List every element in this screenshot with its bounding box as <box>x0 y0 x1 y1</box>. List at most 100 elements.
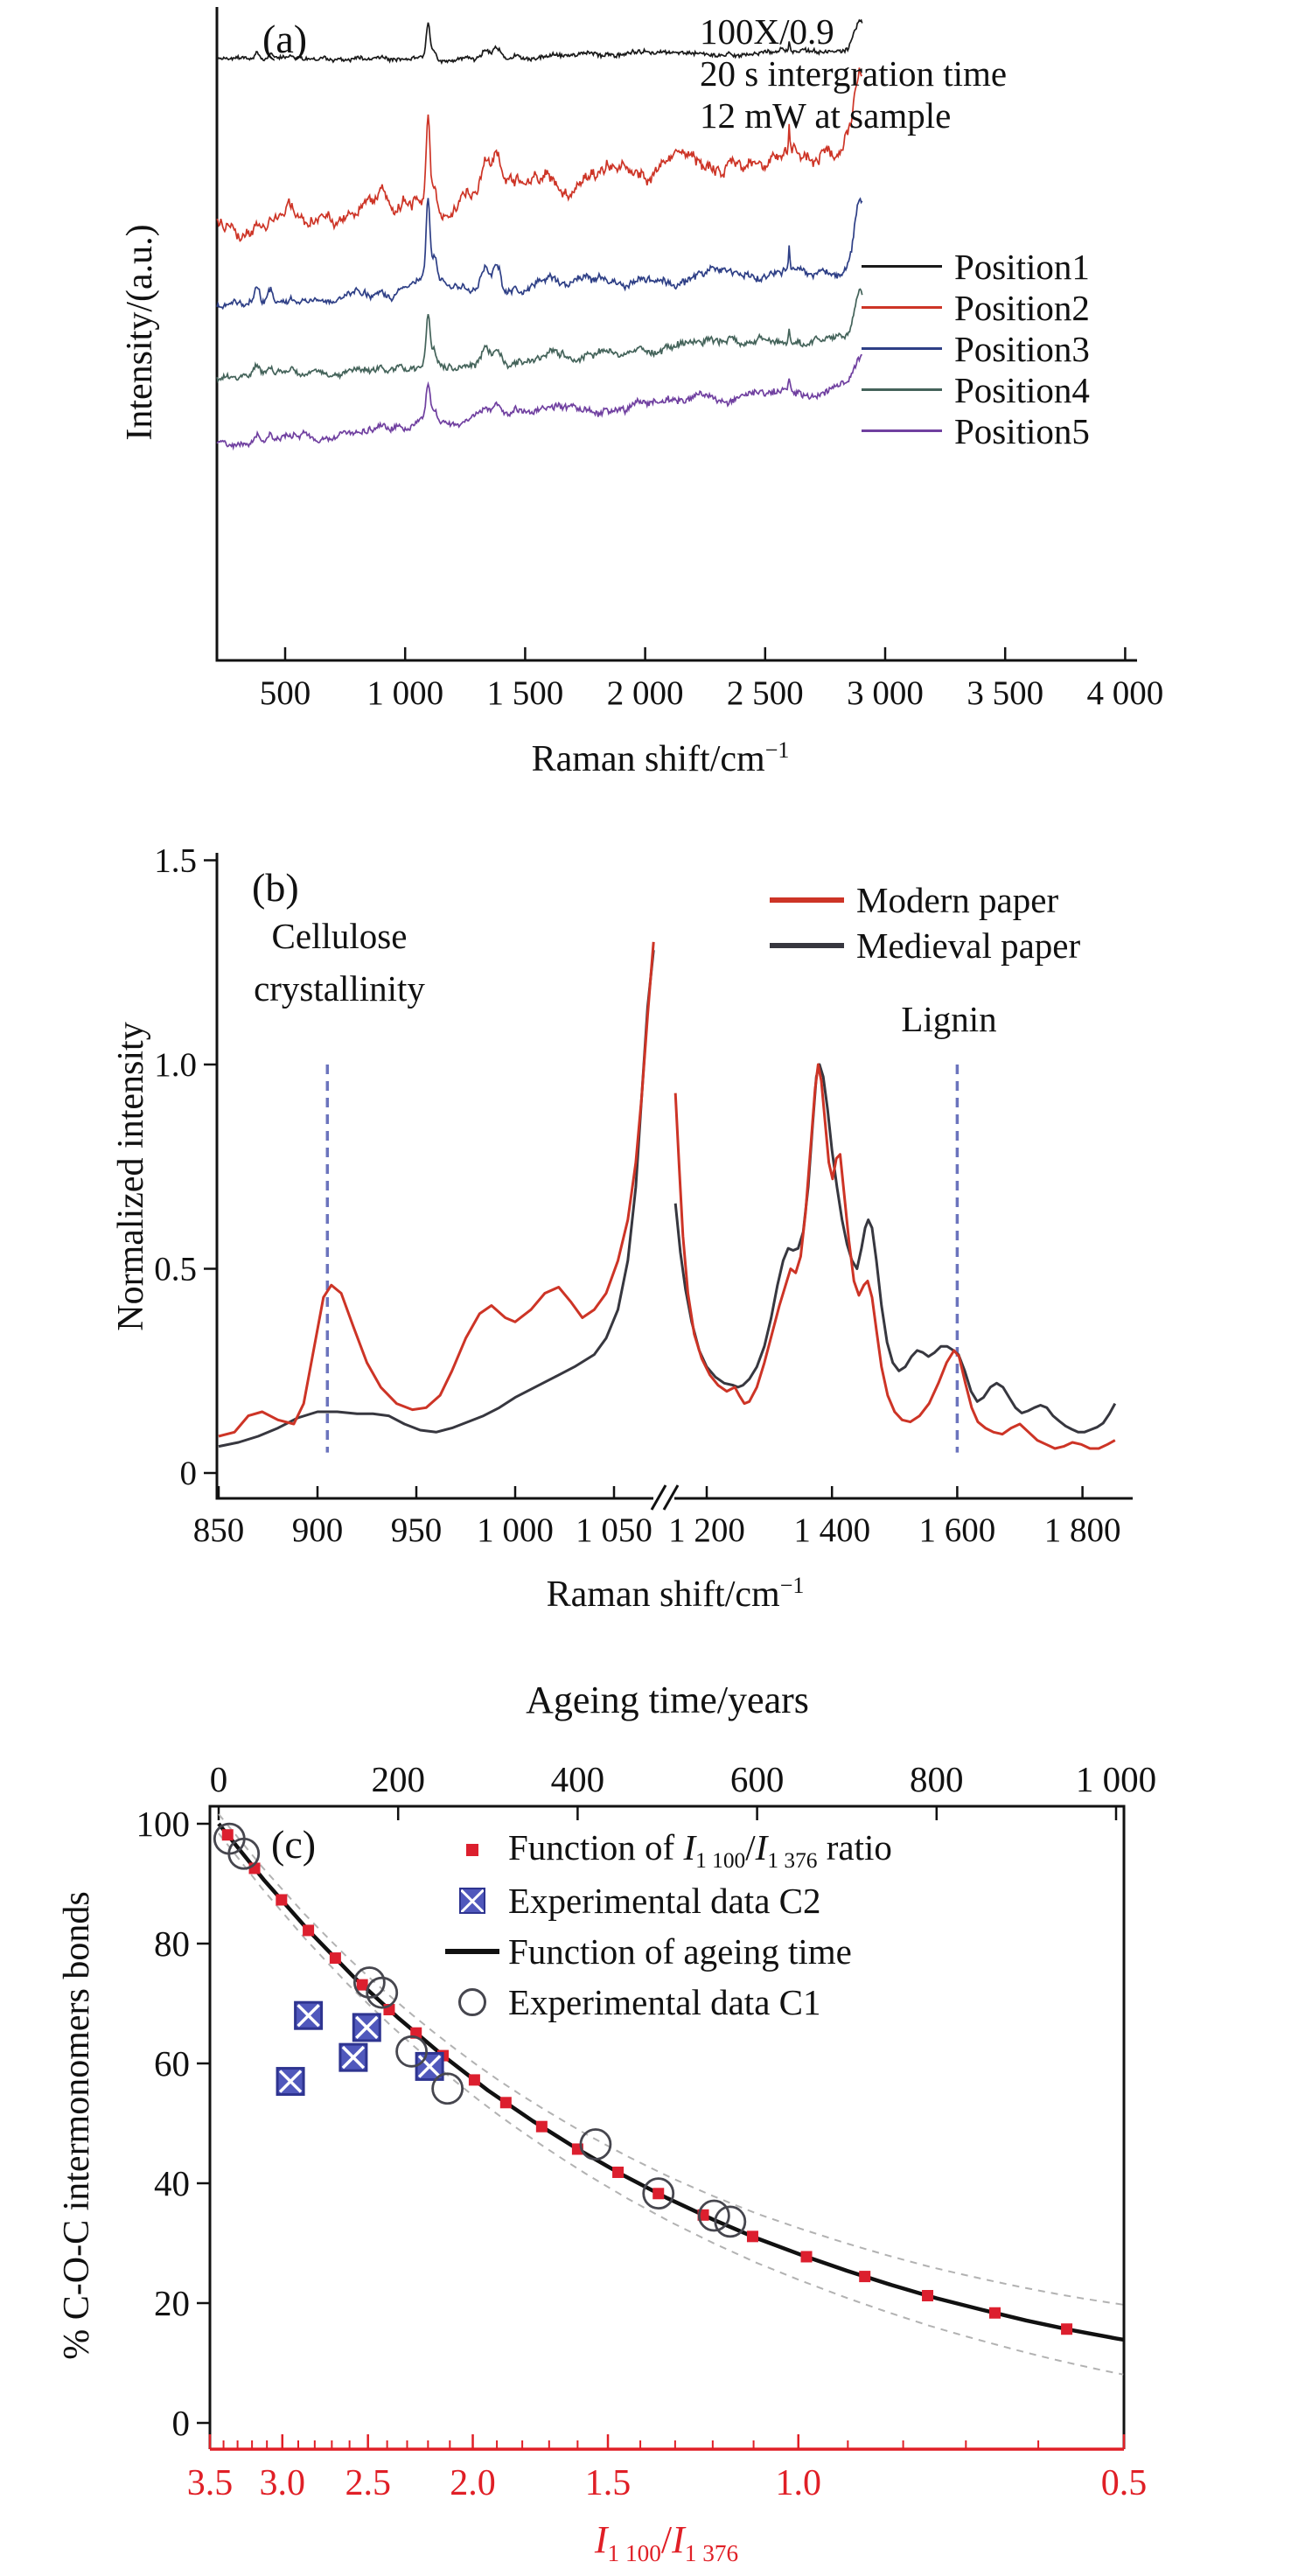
panel-a-ylabel: Intensity/(a.u.) <box>120 224 160 441</box>
panel-a-x-tick-label: 500 <box>260 674 311 712</box>
panel-a-axes <box>215 7 1137 662</box>
position2-line-swatch <box>862 306 942 309</box>
axis-break-slash <box>650 1484 667 1511</box>
legend-item-position2: Position2 <box>862 287 1090 328</box>
panel-c-top-tick-label: 600 <box>730 1759 785 1799</box>
position4-label: Position4 <box>954 369 1090 410</box>
superscript: −1 <box>779 1573 805 1598</box>
panel-c-ratio-tick-label: 3.5 <box>187 2463 234 2503</box>
ratio-function-point <box>1061 2323 1073 2335</box>
panel-a-xlabel: Raman shift/cm−1 <box>531 737 790 779</box>
experimental-c2-point <box>294 2000 324 2030</box>
position5-label: Position5 <box>954 410 1090 451</box>
legend-item-modern-paper: Modern paper <box>770 877 1080 923</box>
panel-a-x-tick-label: 2 500 <box>727 674 804 712</box>
ratio-function-point <box>276 1894 288 1906</box>
ratio-function-point <box>746 2230 758 2243</box>
panel-a-x-tick-label: 1 500 <box>487 674 564 712</box>
red-square-marker <box>442 1844 503 1856</box>
annotation-line-1: 100X/0.9 <box>700 11 834 52</box>
position5-line-swatch <box>862 429 942 432</box>
annotation-line-3: 12 mW at sample <box>700 95 952 136</box>
ageing-function-label: Function of ageing time <box>508 1931 852 1972</box>
legend-item-experimental-c1: Experimental data C1 <box>442 1977 892 2028</box>
panel-a-trace-Position5 <box>216 353 862 451</box>
medieval-paper-label: Medieval paper <box>856 925 1081 966</box>
panel-b-axes <box>215 853 1133 1500</box>
experimental-c1-point <box>395 2035 428 2068</box>
panel-b-curve-Modern-paper <box>218 941 655 1438</box>
experimental-c1-point <box>366 1976 399 2009</box>
legend-item-ageing-function: Function of ageing time <box>442 1926 892 1977</box>
ratio-function-label: Function of I1 100/I1 376 ratio <box>508 1826 892 1874</box>
experimental-c2-label: Experimental data C2 <box>508 1881 821 1921</box>
panel-a-label: (a) <box>262 17 308 61</box>
panel-a-legend: Position1 Position2 Position3 Position4 … <box>862 246 1090 451</box>
panel-b-y-tick-label: 0 <box>180 1455 198 1492</box>
panel-c-top-tick-label: 200 <box>371 1759 425 1799</box>
panel-c-y-tick-label: 20 <box>154 2283 190 2323</box>
panel-a-trace-Position1 <box>217 18 863 66</box>
panel-c-ylabel: % C-O-C intermonomers bonds <box>57 1891 97 2360</box>
panel-b-y-tick-label: 0.5 <box>154 1251 197 1288</box>
experimental-c2-point <box>352 2013 381 2042</box>
panel-c-label: (c) <box>271 1822 317 1867</box>
experimental-c1-point <box>697 2199 730 2232</box>
panel-a-x-tick-label: 2 000 <box>607 674 684 712</box>
experimental-c1-point <box>642 2177 675 2210</box>
panel-a: 500 1 000 1 500 2 000 2 500 3 000 3 500 4 000 <box>215 7 1163 712</box>
superscript: −1 <box>764 737 790 763</box>
panel-c-y-tick-label: 60 <box>154 2043 190 2084</box>
ratio-function-point <box>859 2271 871 2283</box>
confidence-band <box>218 1833 1124 2376</box>
panel-c-ratio-tick-label: 0.5 <box>1101 2463 1148 2503</box>
position3-line-swatch <box>862 347 942 350</box>
panel-a-trace-Position2 <box>216 67 862 242</box>
panel-c-legend: Function of I1 100/I1 376 ratio Experime… <box>442 1825 892 2028</box>
panel-c-ratio-tick-label: 1.5 <box>585 2463 632 2503</box>
panel-c-ratio-tick-label: 3.0 <box>260 2463 306 2503</box>
panel-c-top-tick-label: 0 <box>210 1759 228 1799</box>
legend-item-experimental-c2: Experimental data C2 <box>442 1875 892 1926</box>
legend-item-position4: Position4 <box>862 369 1090 410</box>
panel-b-xlabel: Raman shift/cm−1 <box>546 1573 805 1615</box>
open-circle-marker <box>442 1988 503 2016</box>
legend-item-position1: Position1 <box>862 246 1090 287</box>
experimental-c1-point <box>714 2205 747 2238</box>
panel-c-bottom-xlabel: I1 100/I1 376 <box>594 2518 739 2566</box>
experimental-c1-point <box>227 1837 261 1870</box>
crossed-square-marker <box>442 1888 503 1914</box>
panel-c-y-tick-label: 80 <box>154 1923 190 1964</box>
position3-label: Position3 <box>954 328 1090 369</box>
ratio-function-point <box>356 1979 368 1991</box>
experimental-c1-point <box>352 1966 386 1999</box>
legend-item-position3: Position3 <box>862 328 1090 369</box>
experimental-c2-point <box>415 2051 444 2081</box>
modern-paper-line-swatch <box>770 897 844 903</box>
position1-label: Position1 <box>954 246 1090 287</box>
panel-c: 0 200 400 600 800 1 000 0 20 40 60 80 100 3.5 3.0 2.5 2… <box>136 1759 1157 2503</box>
ratio-function-point <box>652 2188 665 2200</box>
annotation-line-2: 20 s intergration time <box>700 53 1008 94</box>
panel-c-top-xlabel: Ageing time/years <box>526 1679 809 1721</box>
ratio-function-point <box>922 2290 934 2302</box>
legend-item-medieval-paper: Medieval paper <box>770 923 1080 968</box>
panel-c-top-tick-label: 400 <box>551 1759 605 1799</box>
experimental-c1-point <box>431 2072 464 2105</box>
medieval-paper-line-swatch <box>770 943 844 948</box>
panel-b-x-tick-label: 1 000 <box>477 1511 554 1549</box>
panel-b-x-tick-label: 850 <box>193 1511 245 1549</box>
panel-b-x-tick-label: 900 <box>292 1511 344 1549</box>
panel-b-curve-Medieval-paper <box>673 1063 1117 1434</box>
ratio-function-point <box>221 1829 234 1841</box>
lignin-annotation: Lignin <box>901 999 997 1039</box>
panel-c-y-tick-label: 100 <box>136 1804 191 1844</box>
experimental-c1-point <box>579 2128 612 2161</box>
panel-b-x-tick-label: 1 050 <box>576 1511 652 1549</box>
ratio-function-point <box>988 2307 1001 2319</box>
panel-b-y-tick-label: 1.0 <box>154 1046 197 1084</box>
position2-label: Position2 <box>954 287 1090 328</box>
panel-a-x-tick-label: 3 500 <box>967 674 1043 712</box>
